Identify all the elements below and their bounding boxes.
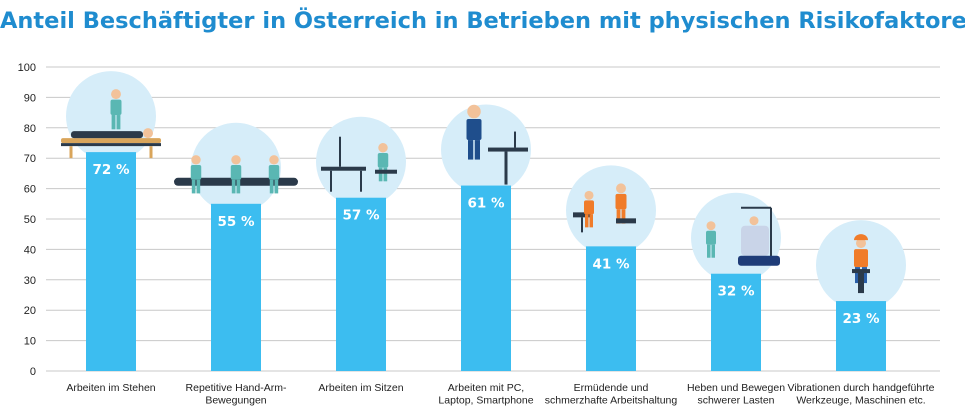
patient-lift-nurse-icon: [691, 192, 781, 283]
bar: [86, 152, 136, 371]
bars: [86, 152, 886, 371]
y-tick-label: 30: [24, 275, 36, 287]
bar: [461, 185, 511, 371]
y-tick-label: 10: [24, 336, 36, 348]
value-label: 61 %: [467, 196, 504, 212]
x-axis-category-labels: Arbeiten im Stehen Repetitive Hand-Arm-Be…: [66, 382, 934, 407]
y-tick-label: 40: [24, 244, 36, 256]
value-labels: 72 % 55 % 57 % 61 % 41 % 32 % 23 %: [92, 162, 879, 327]
standing-desk-worker-icon: [441, 104, 531, 195]
massage-therapist-icon: [61, 71, 161, 162]
bar: [211, 203, 261, 371]
y-tick-label: 20: [24, 305, 36, 317]
category-label: Ermüdende und schmerzhafte Arbeitshaltung: [545, 382, 678, 407]
value-label: 41 %: [592, 256, 629, 272]
hairdresser-icon: [566, 165, 656, 256]
y-tick-label: 60: [24, 184, 36, 196]
value-label: 57 %: [342, 208, 379, 224]
value-label: 23 %: [842, 311, 879, 327]
y-tick-label: 100: [18, 62, 36, 74]
assembly-line-workers-icon: [174, 122, 298, 213]
desk-sitting-worker-icon: [316, 116, 406, 207]
category-label: Arbeiten im Sitzen: [318, 382, 403, 394]
y-tick-label: 70: [24, 153, 36, 165]
y-axis-tick-labels: 0 10 20 30 40 50 60 70 80 90 100: [18, 62, 36, 378]
category-label: Heben und Bewegen schwerer Lasten: [687, 382, 785, 407]
y-tick-label: 50: [24, 214, 36, 226]
value-label: 55 %: [217, 214, 254, 230]
y-tick-label: 0: [30, 366, 36, 378]
jackhammer-worker-icon: [816, 220, 906, 311]
chart-title: Anteil Beschäftigter in Österreich in Be…: [0, 8, 965, 34]
bar: [711, 273, 761, 371]
bar-illustrations: [61, 71, 906, 311]
bar: [586, 246, 636, 371]
y-tick-label: 80: [24, 123, 36, 135]
category-label: Repetitive Hand-Arm-Bewegungen: [186, 382, 287, 407]
category-label: Arbeiten im Stehen: [66, 382, 155, 394]
category-label: Vibrationen durch handgeführte Werkzeuge,…: [788, 382, 935, 407]
bar: [836, 301, 886, 371]
value-label: 72 %: [92, 162, 129, 178]
y-tick-label: 90: [24, 92, 36, 104]
value-label: 32 %: [717, 284, 754, 300]
bar: [336, 197, 386, 371]
category-label: Arbeiten mit PC, Laptop, Smartphone: [438, 382, 533, 407]
